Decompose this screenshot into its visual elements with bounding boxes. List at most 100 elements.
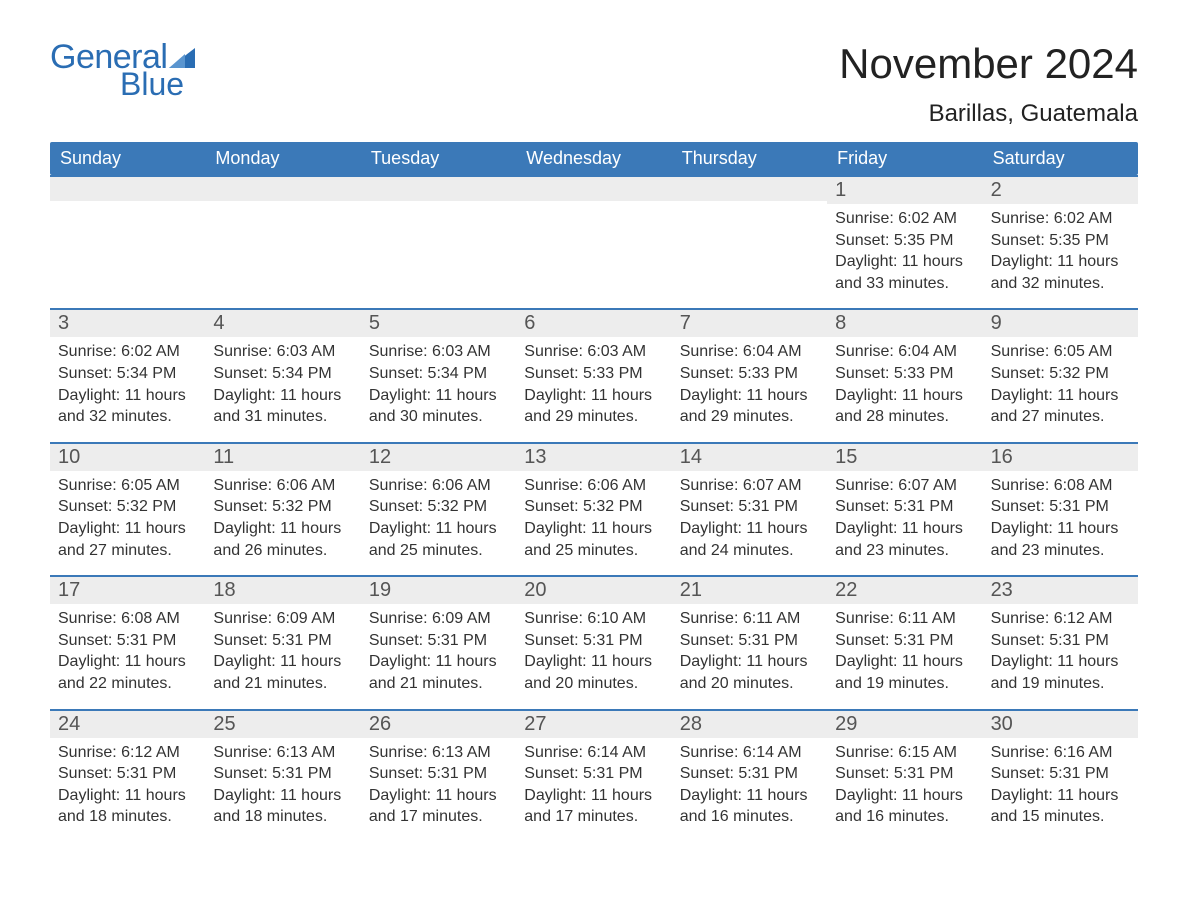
dow-saturday: Saturday xyxy=(983,142,1138,175)
calendar-day: 2Sunrise: 6:02 AMSunset: 5:35 PMDaylight… xyxy=(983,175,1138,308)
sunrise-text: Sunrise: 6:14 AM xyxy=(524,742,663,764)
day-details: Sunrise: 6:07 AMSunset: 5:31 PMDaylight:… xyxy=(672,471,827,561)
day-number: 13 xyxy=(516,442,671,471)
calendar-day: 26Sunrise: 6:13 AMSunset: 5:31 PMDayligh… xyxy=(361,709,516,842)
sunrise-text: Sunrise: 6:04 AM xyxy=(835,341,974,363)
day-details: Sunrise: 6:10 AMSunset: 5:31 PMDaylight:… xyxy=(516,604,671,694)
day-number: 21 xyxy=(672,575,827,604)
sunset-text: Sunset: 5:35 PM xyxy=(835,230,974,252)
sunset-text: Sunset: 5:34 PM xyxy=(369,363,508,385)
day-details: Sunrise: 6:09 AMSunset: 5:31 PMDaylight:… xyxy=(361,604,516,694)
calendar-day: 20Sunrise: 6:10 AMSunset: 5:31 PMDayligh… xyxy=(516,575,671,708)
sunset-text: Sunset: 5:31 PM xyxy=(680,496,819,518)
day-details: Sunrise: 6:13 AMSunset: 5:31 PMDaylight:… xyxy=(205,738,360,828)
sunrise-text: Sunrise: 6:03 AM xyxy=(524,341,663,363)
sunrise-text: Sunrise: 6:05 AM xyxy=(991,341,1130,363)
calendar-day: 13Sunrise: 6:06 AMSunset: 5:32 PMDayligh… xyxy=(516,442,671,575)
calendar-day: 4Sunrise: 6:03 AMSunset: 5:34 PMDaylight… xyxy=(205,308,360,441)
sunrise-text: Sunrise: 6:15 AM xyxy=(835,742,974,764)
day-number xyxy=(50,175,205,201)
day-details: Sunrise: 6:02 AMSunset: 5:35 PMDaylight:… xyxy=(827,204,982,294)
day-number: 14 xyxy=(672,442,827,471)
sunset-text: Sunset: 5:35 PM xyxy=(991,230,1130,252)
day-number: 24 xyxy=(50,709,205,738)
daylight-text: Daylight: 11 hours and 22 minutes. xyxy=(58,651,197,694)
sunset-text: Sunset: 5:31 PM xyxy=(991,496,1130,518)
sunset-text: Sunset: 5:31 PM xyxy=(680,630,819,652)
day-details: Sunrise: 6:03 AMSunset: 5:33 PMDaylight:… xyxy=(516,337,671,427)
day-details: Sunrise: 6:04 AMSunset: 5:33 PMDaylight:… xyxy=(672,337,827,427)
sunrise-text: Sunrise: 6:03 AM xyxy=(369,341,508,363)
daylight-text: Daylight: 11 hours and 27 minutes. xyxy=(58,518,197,561)
calendar: Sunday Monday Tuesday Wednesday Thursday… xyxy=(50,142,1138,842)
daylight-text: Daylight: 11 hours and 21 minutes. xyxy=(213,651,352,694)
sunrise-text: Sunrise: 6:02 AM xyxy=(991,208,1130,230)
calendar-day: 11Sunrise: 6:06 AMSunset: 5:32 PMDayligh… xyxy=(205,442,360,575)
day-number xyxy=(672,175,827,201)
daylight-text: Daylight: 11 hours and 24 minutes. xyxy=(680,518,819,561)
sunrise-text: Sunrise: 6:11 AM xyxy=(680,608,819,630)
day-number: 27 xyxy=(516,709,671,738)
sunrise-text: Sunrise: 6:04 AM xyxy=(680,341,819,363)
calendar-day: 7Sunrise: 6:04 AMSunset: 5:33 PMDaylight… xyxy=(672,308,827,441)
daylight-text: Daylight: 11 hours and 17 minutes. xyxy=(369,785,508,828)
sunset-text: Sunset: 5:32 PM xyxy=(58,496,197,518)
daylight-text: Daylight: 11 hours and 31 minutes. xyxy=(213,385,352,428)
daylight-text: Daylight: 11 hours and 23 minutes. xyxy=(991,518,1130,561)
sunset-text: Sunset: 5:31 PM xyxy=(213,630,352,652)
calendar-day: 16Sunrise: 6:08 AMSunset: 5:31 PMDayligh… xyxy=(983,442,1138,575)
sunset-text: Sunset: 5:34 PM xyxy=(213,363,352,385)
day-number: 26 xyxy=(361,709,516,738)
day-details: Sunrise: 6:14 AMSunset: 5:31 PMDaylight:… xyxy=(516,738,671,828)
calendar-day xyxy=(672,175,827,308)
calendar-day: 23Sunrise: 6:12 AMSunset: 5:31 PMDayligh… xyxy=(983,575,1138,708)
sunrise-text: Sunrise: 6:07 AM xyxy=(680,475,819,497)
daylight-text: Daylight: 11 hours and 21 minutes. xyxy=(369,651,508,694)
day-details: Sunrise: 6:12 AMSunset: 5:31 PMDaylight:… xyxy=(50,738,205,828)
title-block: November 2024 Barillas, Guatemala xyxy=(839,40,1138,128)
day-number xyxy=(361,175,516,201)
sunrise-text: Sunrise: 6:12 AM xyxy=(991,608,1130,630)
daylight-text: Daylight: 11 hours and 15 minutes. xyxy=(991,785,1130,828)
calendar-week: 1Sunrise: 6:02 AMSunset: 5:35 PMDaylight… xyxy=(50,175,1138,308)
calendar-day xyxy=(516,175,671,308)
sunrise-text: Sunrise: 6:08 AM xyxy=(991,475,1130,497)
sunset-text: Sunset: 5:31 PM xyxy=(213,763,352,785)
day-details: Sunrise: 6:03 AMSunset: 5:34 PMDaylight:… xyxy=(361,337,516,427)
dow-sunday: Sunday xyxy=(50,142,205,175)
calendar-day: 18Sunrise: 6:09 AMSunset: 5:31 PMDayligh… xyxy=(205,575,360,708)
calendar-day: 6Sunrise: 6:03 AMSunset: 5:33 PMDaylight… xyxy=(516,308,671,441)
calendar-day: 25Sunrise: 6:13 AMSunset: 5:31 PMDayligh… xyxy=(205,709,360,842)
sunrise-text: Sunrise: 6:16 AM xyxy=(991,742,1130,764)
day-number: 19 xyxy=(361,575,516,604)
sunset-text: Sunset: 5:31 PM xyxy=(369,763,508,785)
day-number: 20 xyxy=(516,575,671,604)
sunset-text: Sunset: 5:31 PM xyxy=(835,630,974,652)
sunset-text: Sunset: 5:31 PM xyxy=(991,630,1130,652)
sunrise-text: Sunrise: 6:14 AM xyxy=(680,742,819,764)
sunrise-text: Sunrise: 6:02 AM xyxy=(835,208,974,230)
daylight-text: Daylight: 11 hours and 19 minutes. xyxy=(835,651,974,694)
day-number: 12 xyxy=(361,442,516,471)
daylight-text: Daylight: 11 hours and 18 minutes. xyxy=(58,785,197,828)
sunset-text: Sunset: 5:33 PM xyxy=(680,363,819,385)
calendar-day: 15Sunrise: 6:07 AMSunset: 5:31 PMDayligh… xyxy=(827,442,982,575)
day-number: 15 xyxy=(827,442,982,471)
calendar-day: 29Sunrise: 6:15 AMSunset: 5:31 PMDayligh… xyxy=(827,709,982,842)
day-details: Sunrise: 6:06 AMSunset: 5:32 PMDaylight:… xyxy=(361,471,516,561)
day-details: Sunrise: 6:12 AMSunset: 5:31 PMDaylight:… xyxy=(983,604,1138,694)
daylight-text: Daylight: 11 hours and 19 minutes. xyxy=(991,651,1130,694)
dow-wednesday: Wednesday xyxy=(516,142,671,175)
day-number: 11 xyxy=(205,442,360,471)
sail-icon xyxy=(169,48,195,68)
dow-monday: Monday xyxy=(205,142,360,175)
day-number: 7 xyxy=(672,308,827,337)
calendar-day xyxy=(50,175,205,308)
sunset-text: Sunset: 5:31 PM xyxy=(524,630,663,652)
daylight-text: Daylight: 11 hours and 23 minutes. xyxy=(835,518,974,561)
calendar-day: 5Sunrise: 6:03 AMSunset: 5:34 PMDaylight… xyxy=(361,308,516,441)
daylight-text: Daylight: 11 hours and 25 minutes. xyxy=(369,518,508,561)
day-number: 8 xyxy=(827,308,982,337)
daylight-text: Daylight: 11 hours and 30 minutes. xyxy=(369,385,508,428)
day-number xyxy=(205,175,360,201)
